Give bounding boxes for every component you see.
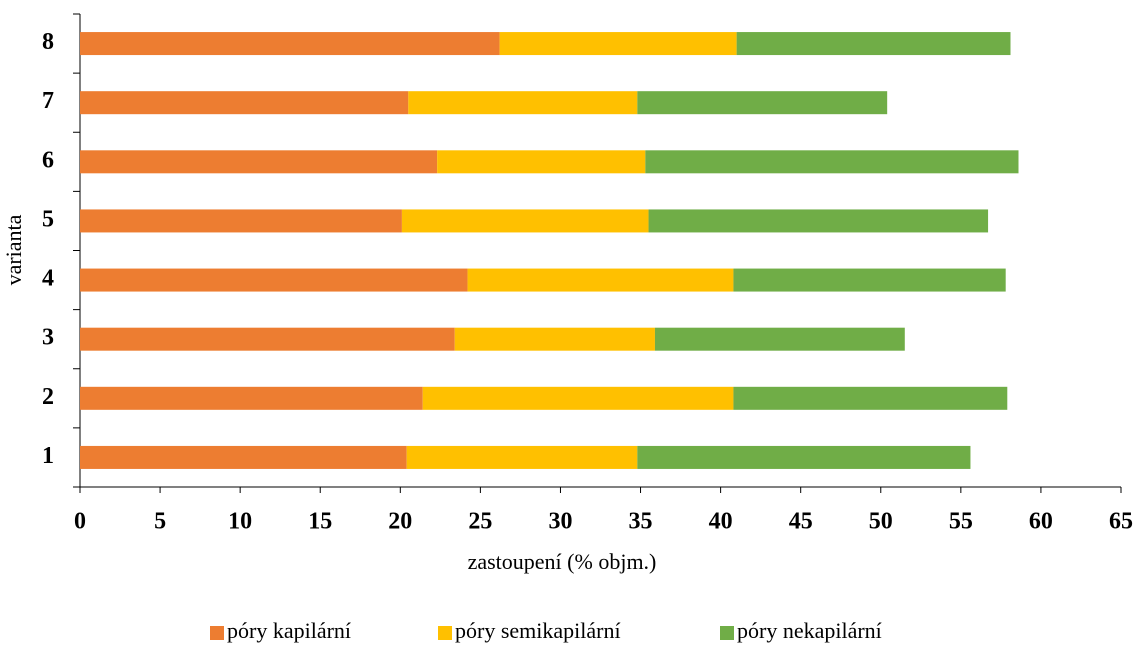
bar-segment — [80, 91, 409, 115]
x-tick-label: 45 — [789, 509, 813, 535]
bar-segment — [408, 91, 638, 115]
bar-segment — [80, 327, 455, 351]
x-tick-label: 40 — [709, 509, 733, 535]
bar-segment — [406, 445, 638, 469]
bar-segment — [80, 386, 423, 410]
x-tick-label: 5 — [154, 509, 166, 535]
x-tick-label: 0 — [74, 509, 86, 535]
bar-segment — [733, 386, 1008, 410]
bar-segment — [437, 150, 646, 174]
legend-label: póry nekapilární — [737, 618, 882, 643]
y-tick-label: 5 — [42, 206, 54, 232]
legend-swatch — [438, 626, 452, 640]
x-tick-label: 25 — [468, 509, 492, 535]
x-tick-label: 10 — [228, 509, 252, 535]
bar-segment — [401, 209, 649, 233]
y-tick-label: 4 — [42, 266, 54, 292]
bar-segment — [80, 209, 402, 233]
x-tick-label: 30 — [548, 509, 572, 535]
legend-swatch — [210, 626, 224, 640]
bar-segment — [637, 91, 888, 115]
y-tick-label: 8 — [42, 29, 54, 55]
y-tick-label: 6 — [42, 147, 54, 173]
x-axis-title: zastoupení (% objm.) — [468, 549, 657, 574]
bar-segment — [80, 445, 407, 469]
bar-segment — [736, 32, 1011, 56]
bar-segment — [499, 32, 737, 56]
bar-segment — [654, 327, 905, 351]
bar-segment — [733, 268, 1006, 292]
y-tick-label: 1 — [42, 443, 54, 469]
x-tick-label: 55 — [949, 509, 973, 535]
legend-label: póry semikapilární — [455, 618, 621, 643]
x-tick-label: 15 — [308, 509, 332, 535]
x-tick-label: 50 — [869, 509, 893, 535]
bar-segment — [80, 32, 500, 56]
x-tick-label: 20 — [388, 509, 412, 535]
bar-segment — [648, 209, 989, 233]
bar-segment — [467, 268, 734, 292]
x-tick-label: 35 — [629, 509, 653, 535]
y-tick-label: 2 — [42, 384, 54, 410]
bar-segment — [422, 386, 734, 410]
bar-segment — [637, 445, 971, 469]
x-tick-label: 60 — [1029, 509, 1053, 535]
y-tick-label: 3 — [42, 325, 54, 351]
x-tick-label: 65 — [1109, 509, 1133, 535]
y-tick-label: 7 — [42, 88, 54, 114]
bar-segment — [454, 327, 655, 351]
legend-swatch — [720, 626, 734, 640]
bar-segment — [80, 268, 468, 292]
bar-segment — [645, 150, 1019, 174]
y-axis-title: varianta — [1, 214, 26, 285]
bar-segment — [80, 150, 438, 174]
legend-label: póry kapilární — [227, 618, 351, 643]
